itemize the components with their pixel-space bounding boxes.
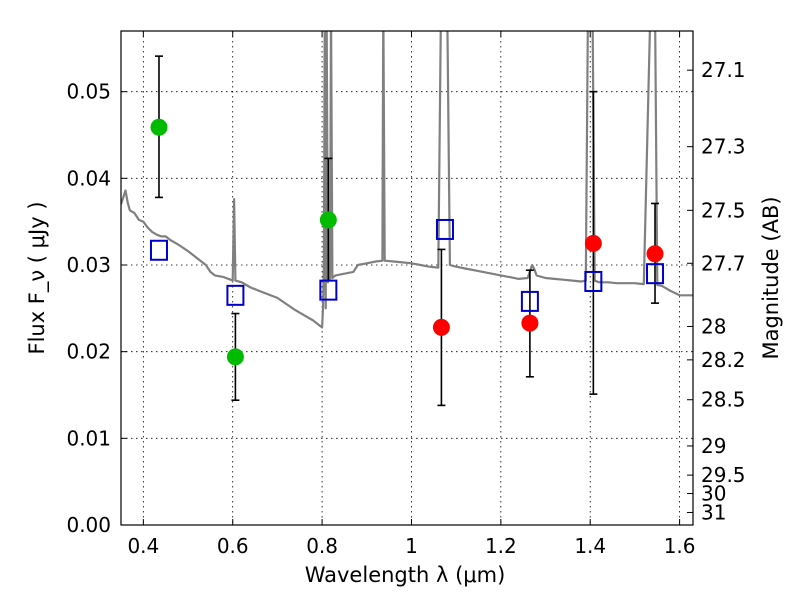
y-tick-label: 0.00 — [66, 513, 111, 537]
x-tick-label: 0.8 — [306, 534, 338, 558]
y2-tick-label: 29 — [701, 434, 726, 458]
y2-tick-label: 27.3 — [701, 135, 746, 159]
observed-point — [150, 118, 168, 136]
y2-tick-label: 27.1 — [701, 58, 746, 82]
y2-tick-label: 31 — [701, 500, 726, 524]
observed-point — [226, 348, 244, 366]
model-spectrum — [121, 31, 693, 329]
model-photometry-point — [520, 290, 539, 312]
y-tick-label: 0.05 — [66, 80, 111, 104]
y-tick-label: 0.01 — [66, 426, 111, 450]
y-tick-label: 0.02 — [66, 340, 111, 364]
y-tick-label: 0.03 — [66, 253, 111, 277]
axis-ticks: 0.4 0.6 0.8 1 1.2 1.4 1.6 0.00 0.01 0.02 0.03 0.04 0… — [66, 31, 746, 558]
x-tick-label: 1 — [405, 534, 418, 558]
y2-axis-label: Magnitude (AB) — [759, 196, 783, 359]
y2-tick-label: 28.5 — [701, 388, 746, 412]
model-photometry-point — [149, 239, 168, 261]
model-photometry-point — [319, 279, 338, 301]
y2-tick-label: 27.5 — [701, 198, 746, 222]
model-photometry-point — [226, 284, 245, 306]
x-axis-label: Wavelength λ (μm) — [305, 563, 506, 587]
x-tick-label: 0.4 — [127, 534, 159, 558]
x-tick-label: 0.6 — [217, 534, 249, 558]
observed-point — [521, 314, 539, 332]
y-tick-label: 0.04 — [66, 166, 111, 190]
y2-tick-label: 30 — [701, 482, 726, 506]
model-photometry-point — [584, 270, 603, 292]
observed-point — [646, 245, 664, 263]
model-photometry-point — [646, 263, 665, 285]
data-points — [149, 118, 665, 366]
x-tick-label: 1.2 — [485, 534, 517, 558]
plot-frame — [120, 30, 694, 526]
spectrum-line — [121, 31, 693, 329]
observed-point — [432, 318, 450, 336]
y2-tick-label: 28.2 — [701, 348, 746, 372]
y2-tick-label: 29.5 — [701, 463, 746, 487]
observed-point — [584, 234, 602, 252]
x-tick-label: 1.6 — [664, 534, 696, 558]
y-axis-label: Flux F_ν ( μJy ) — [25, 201, 50, 354]
x-tick-label: 1.4 — [574, 534, 606, 558]
grid — [121, 31, 693, 526]
y2-tick-label: 27.7 — [701, 251, 746, 275]
y2-tick-label: 28 — [701, 314, 726, 338]
observed-point — [319, 211, 337, 229]
model-photometry-point — [435, 218, 454, 240]
